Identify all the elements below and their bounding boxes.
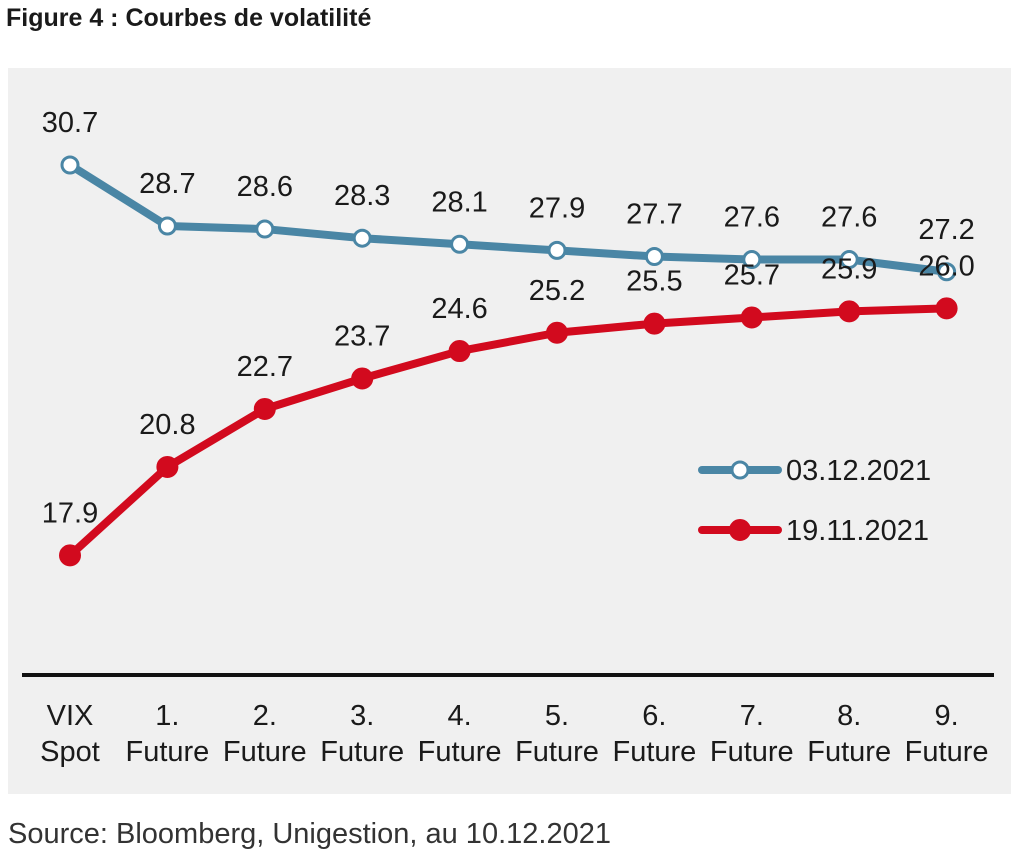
data-label: 25.9 (821, 253, 877, 285)
legend-label: 03.12.2021 (786, 455, 931, 487)
figure-title: Figure 4 : Courbes de volatilité (6, 4, 372, 32)
x-tick-label: Future (807, 736, 891, 768)
source-note: Source: Bloomberg, Unigestion, au 10.12.… (8, 818, 611, 850)
data-point (742, 250, 762, 270)
data-point (157, 216, 177, 236)
data-point (838, 300, 861, 323)
data-point (644, 247, 664, 266)
x-tick-label: Future (223, 736, 307, 768)
line-chart: VIX Spot 1. Future 2. Future 3. Future 4. Future 5… (22, 107, 994, 768)
data-label: 22.7 (237, 351, 293, 383)
data-point (937, 262, 957, 282)
data-point (448, 340, 471, 363)
x-tick-label: Future (905, 736, 989, 768)
data-point (156, 455, 179, 478)
data-label: 27.2 (918, 214, 974, 246)
series-line-2 (66, 304, 951, 560)
x-tick-label: 6. (642, 700, 666, 732)
data-point (253, 398, 276, 420)
x-tick-label: 3. (350, 700, 374, 732)
data-label: 28.6 (237, 171, 293, 203)
data-point (450, 234, 470, 254)
data-label: 20.8 (139, 409, 195, 441)
data-label: 27.6 (821, 202, 877, 234)
data-point (59, 544, 81, 567)
x-tick-label: Future (418, 736, 502, 768)
data-label: 23.7 (334, 321, 390, 353)
x-tick-label: 7. (740, 700, 764, 732)
chart-panel: VIX Spot 1. Future 2. Future 3. Future 4. Future 5… (8, 68, 1011, 794)
data-label: 28.7 (139, 168, 195, 200)
x-tick-label: Future (710, 736, 794, 768)
data-point (547, 240, 567, 260)
x-tick-label: Spot (40, 736, 100, 768)
data-label: 30.7 (42, 107, 98, 139)
data-point (352, 228, 372, 248)
x-tick-label: Future (320, 736, 404, 768)
data-point (740, 306, 763, 329)
x-tick-label: Future (515, 736, 599, 768)
data-point (643, 312, 666, 335)
series-line-1 (66, 161, 951, 276)
data-point (935, 297, 958, 320)
x-tick-label: 5. (545, 700, 569, 732)
data-point (546, 321, 568, 344)
data-label: 27.7 (626, 199, 682, 231)
data-label: 26.0 (918, 250, 974, 282)
x-tick-label: 4. (448, 700, 472, 732)
data-point (351, 367, 374, 390)
data-label: 24.6 (431, 293, 487, 325)
x-tick-label: Future (125, 736, 209, 768)
data-point (839, 250, 859, 270)
x-tick-label: 9. (935, 700, 959, 732)
legend-label: 19.11.2021 (786, 515, 929, 547)
legend-marker (730, 460, 750, 480)
x-tick-label: Future (612, 736, 696, 768)
legend-marker (729, 519, 751, 541)
x-tick-label: 2. (253, 700, 277, 732)
x-tick-label: 1. (155, 700, 179, 732)
data-point (60, 155, 80, 175)
data-label: 28.1 (431, 186, 487, 218)
data-label: 25.7 (724, 260, 780, 292)
data-label: 17.9 (42, 497, 98, 529)
x-tick-label: 8. (837, 700, 861, 732)
data-label: 28.3 (334, 180, 390, 212)
data-label: 27.6 (724, 202, 780, 234)
data-label: 27.9 (529, 192, 585, 224)
data-label: 25.5 (626, 266, 682, 298)
data-point (255, 219, 275, 239)
x-tick-label: VIX (47, 700, 94, 732)
data-label: 25.2 (529, 275, 585, 307)
